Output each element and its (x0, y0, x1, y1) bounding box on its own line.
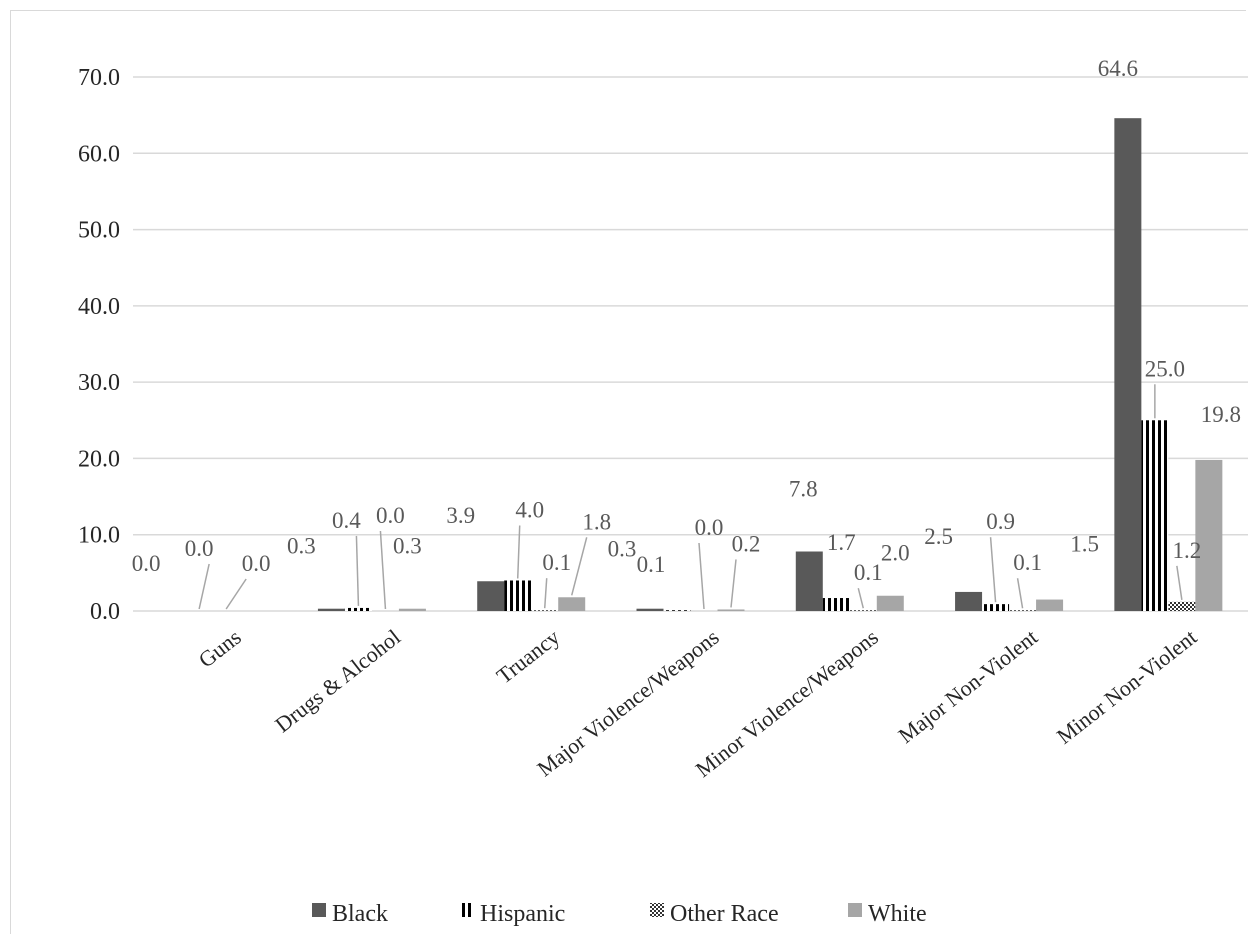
legend-swatch-hispanic (460, 903, 474, 917)
data-label: 0.1 (854, 560, 883, 585)
bar-white (1036, 599, 1064, 611)
y-tick-label: 20.0 (78, 446, 120, 472)
legend: Black Hispanic Other Race White (312, 901, 927, 927)
legend-label: Black (332, 901, 388, 927)
leader-line (1176, 565, 1183, 600)
bar-other-race (1009, 610, 1037, 611)
category-label: Minor Non-Violent (1052, 624, 1202, 749)
bar-hispanic (982, 604, 1010, 611)
data-label: 0.1 (542, 550, 571, 575)
leader-line (570, 537, 588, 596)
y-axis-ticks: 0.0 10.0 20.0 30.0 40.0 50.0 60.0 70.0 (78, 65, 120, 625)
data-label: 0.3 (608, 537, 637, 562)
legend-swatch-other-race (650, 903, 664, 917)
y-tick-label: 40.0 (78, 294, 120, 320)
data-label: 3.9 (446, 503, 475, 528)
data-label: 0.1 (1013, 550, 1042, 575)
bar-black (795, 551, 823, 611)
leader-line (857, 588, 865, 609)
bar-white (1195, 459, 1223, 611)
data-labels: 0.00.00.00.30.4 0.00.33.9 4.00.11.80.30.10… (132, 56, 1241, 585)
y-tick-label: 0.0 (90, 599, 120, 625)
bar-white (717, 609, 745, 611)
data-label: 0.0 (695, 515, 724, 540)
data-label: 1.2 (1172, 538, 1201, 563)
data-label: 4.0 (515, 497, 544, 522)
data-label: 0.4 (332, 508, 361, 533)
data-label: 0.3 (287, 534, 316, 559)
data-label: 0.1 (637, 552, 666, 577)
bar-other-race (1168, 601, 1196, 611)
leader-line (225, 578, 247, 610)
bar-white (876, 595, 904, 611)
bar-hispanic (504, 580, 532, 611)
bar-white (558, 597, 586, 611)
data-label: 0.9 (986, 509, 1015, 534)
bar-black (955, 591, 983, 611)
leader-line (730, 559, 737, 608)
y-tick-label: 50.0 (78, 218, 120, 244)
legend-label: Hispanic (480, 901, 565, 927)
category-label: Drugs & Alcohol (270, 624, 405, 737)
leader-line (698, 542, 705, 610)
data-label: 0.0 (242, 551, 271, 576)
bar-hispanic (663, 610, 691, 611)
bar-other-race (531, 610, 559, 611)
label-leader-lines (198, 384, 1183, 610)
bar-black (477, 581, 505, 611)
legend-swatch-white (848, 903, 862, 917)
data-label: 25.0 (1145, 356, 1185, 381)
category-label: Guns (194, 624, 246, 672)
y-tick-label: 30.0 (78, 370, 120, 396)
data-label: 0.0 (132, 551, 161, 576)
category-label: Major Non-Violent (893, 624, 1042, 748)
leader-line (198, 563, 210, 610)
leader-line (989, 537, 997, 603)
bars (317, 118, 1223, 612)
chart-frame (10, 10, 1246, 934)
category-label: Truancy (492, 624, 565, 688)
bar-black (317, 608, 345, 611)
data-label: 0.3 (393, 534, 422, 559)
data-label: 64.6 (1098, 56, 1138, 81)
y-tick-label: 10.0 (78, 523, 120, 549)
data-label: 1.8 (582, 509, 611, 534)
data-label: 1.5 (1070, 532, 1099, 557)
category-label: Minor Violence/Weapons (691, 624, 883, 782)
y-tick-label: 60.0 (78, 141, 120, 167)
bar-white (398, 608, 426, 611)
bar-hispanic (822, 598, 850, 611)
data-label: 1.7 (827, 530, 856, 555)
data-label: 19.8 (1201, 402, 1241, 427)
legend-label: Other Race (670, 901, 779, 927)
legend-label: White (868, 901, 927, 927)
bar-black (636, 608, 664, 611)
leader-line (543, 578, 548, 609)
bar-hispanic (344, 607, 372, 611)
bar-other-race (849, 610, 877, 611)
category-label: Major Violence/Weapons (532, 624, 723, 781)
leader-line (516, 525, 521, 579)
data-label: 0.0 (376, 503, 405, 528)
leader-line (1016, 578, 1024, 609)
data-label: 7.8 (789, 476, 818, 501)
data-label: 0.2 (732, 531, 761, 556)
data-label: 2.0 (881, 541, 910, 566)
data-label: 0.0 (185, 536, 214, 561)
legend-swatch-black (312, 903, 326, 917)
leader-line (379, 530, 387, 610)
y-tick-label: 70.0 (78, 65, 120, 91)
bar-hispanic (1141, 420, 1169, 611)
data-label: 2.5 (924, 524, 953, 549)
leader-line (355, 535, 360, 606)
bar-black (1114, 118, 1142, 612)
